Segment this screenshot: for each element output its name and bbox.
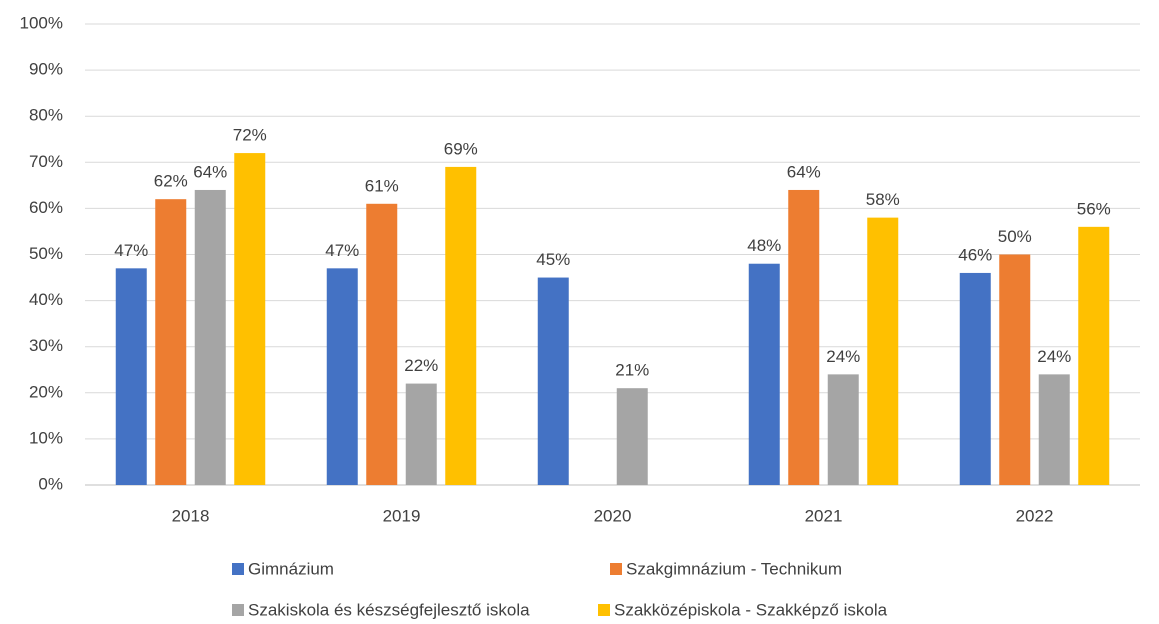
legend-label: Szakgimnázium - Technikum (626, 559, 842, 578)
y-tick-label: 20% (29, 382, 63, 401)
data-label: 50% (998, 227, 1032, 246)
x-tick-label: 2020 (594, 506, 632, 525)
data-label: 56% (1077, 199, 1111, 218)
y-tick-label: 60% (29, 198, 63, 217)
legend-swatch (232, 604, 244, 616)
bar (827, 374, 859, 485)
bar (155, 199, 187, 485)
y-tick-label: 0% (38, 474, 63, 493)
y-tick-label: 80% (29, 106, 63, 125)
y-tick-label: 50% (29, 244, 63, 263)
legend-swatch (610, 563, 622, 575)
data-label: 24% (1037, 347, 1071, 366)
data-label: 46% (958, 245, 992, 264)
bar (537, 277, 569, 485)
bar (1078, 226, 1110, 485)
y-tick-label: 70% (29, 152, 63, 171)
data-label: 61% (365, 176, 399, 195)
bar (959, 272, 991, 485)
data-label: 48% (747, 236, 781, 255)
bar (326, 268, 358, 485)
legend-swatch (598, 604, 610, 616)
bar (405, 383, 437, 485)
bar (1038, 374, 1070, 485)
data-label: 21% (615, 361, 649, 380)
bar (234, 153, 266, 485)
data-label: 69% (444, 139, 478, 158)
data-label: 45% (536, 250, 570, 269)
data-label: 47% (114, 241, 148, 260)
data-label: 24% (826, 347, 860, 366)
y-tick-label: 90% (29, 60, 63, 79)
legend-label: Gimnázium (248, 559, 334, 578)
data-label: 62% (154, 172, 188, 191)
data-label: 72% (233, 126, 267, 145)
data-label: 58% (866, 190, 900, 209)
bar (445, 166, 477, 485)
legend-label: Szakiskola és készségfejlesztő iskola (248, 600, 530, 619)
bar (194, 189, 226, 485)
y-tick-label: 100% (20, 13, 63, 32)
x-tick-label: 2021 (805, 506, 843, 525)
y-tick-label: 10% (29, 428, 63, 447)
data-label: 22% (404, 356, 438, 375)
legend-swatch (232, 563, 244, 575)
x-tick-label: 2018 (172, 506, 210, 525)
x-tick-label: 2019 (383, 506, 421, 525)
bar (115, 268, 147, 485)
bar (616, 388, 648, 485)
data-label: 64% (193, 162, 227, 181)
data-label: 64% (787, 162, 821, 181)
x-tick-label: 2022 (1016, 506, 1054, 525)
data-label: 47% (325, 241, 359, 260)
bar (999, 254, 1031, 485)
bar (788, 189, 820, 485)
bar (748, 263, 780, 485)
bar (867, 217, 899, 485)
y-tick-label: 40% (29, 290, 63, 309)
legend-label: Szakközépiskola - Szakképző iskola (614, 600, 888, 619)
bar (366, 203, 398, 486)
y-tick-label: 30% (29, 336, 63, 355)
